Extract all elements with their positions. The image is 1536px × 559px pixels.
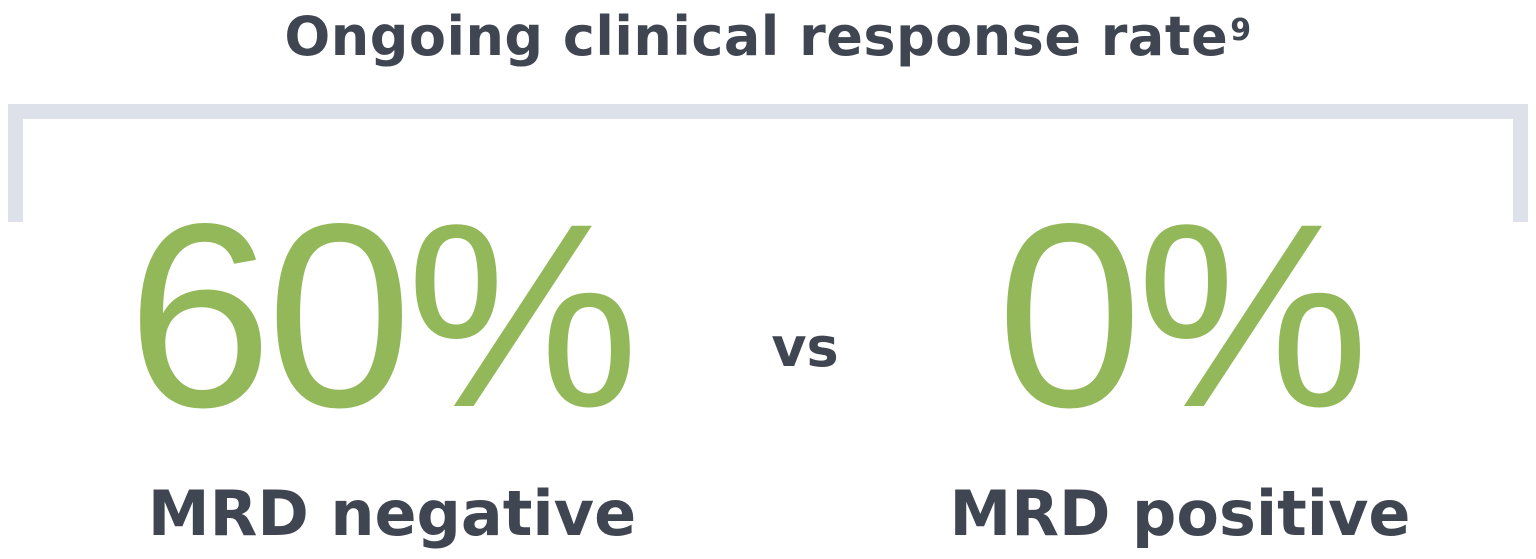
stat-mrd-positive-label: MRD positive <box>949 477 1411 550</box>
stat-mrd-negative-label: MRD negative <box>147 477 637 550</box>
versus-separator: vs <box>771 316 839 379</box>
page-title: Ongoing clinical response rate9 <box>0 2 1536 72</box>
title-footnote-ref: 9 <box>1230 13 1252 48</box>
stat-mrd-positive-value: 0% <box>996 169 1370 462</box>
title-text: Ongoing clinical response rate <box>284 5 1229 68</box>
stat-mrd-negative-value: 60% <box>126 169 639 462</box>
comparison-bracket <box>8 104 1528 222</box>
